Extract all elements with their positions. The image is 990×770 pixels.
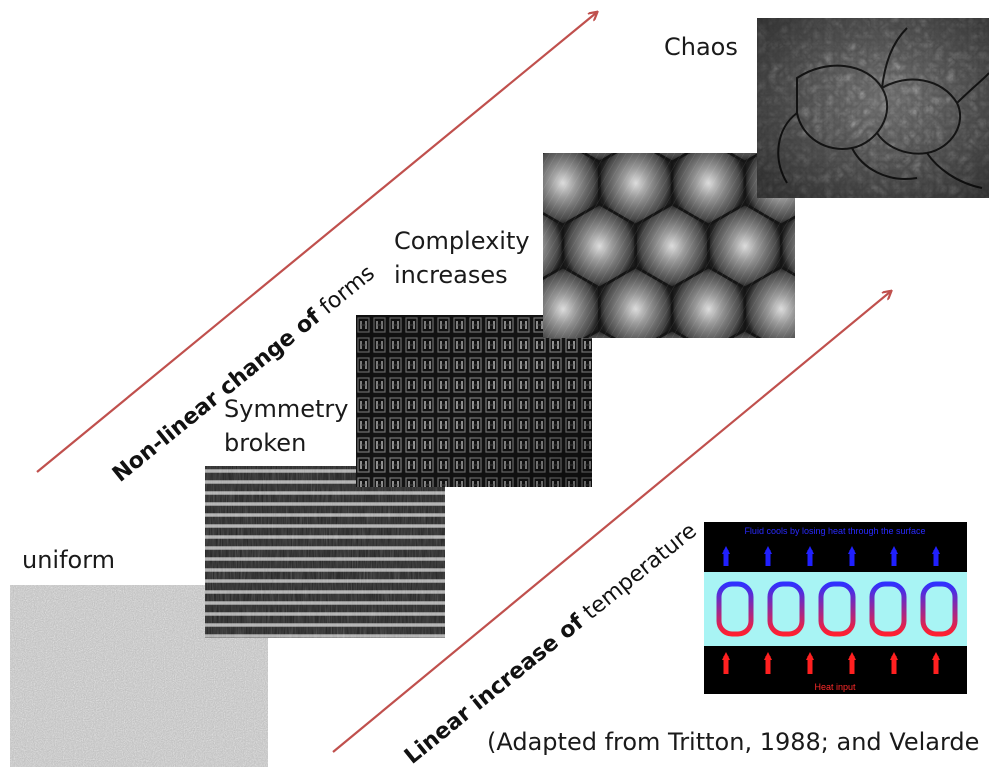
label-chaos: Chaos	[664, 33, 738, 61]
convection-cell-loop	[767, 581, 805, 637]
label-complexity-increases: Complexity increases	[394, 224, 530, 292]
lower-arrow-label-plain: temperature	[578, 518, 702, 625]
label-symmetry-line2: broken	[224, 429, 307, 457]
image-hexagons	[543, 153, 795, 338]
convection-top-caption: Fluid cools by losing heat through the s…	[744, 526, 925, 536]
label-symmetry-broken: Symmetry broken	[224, 392, 348, 460]
label-symmetry-line1: Symmetry	[224, 395, 349, 423]
convection-loops	[716, 581, 958, 637]
label-complexity-line1: Complexity	[394, 227, 530, 255]
convection-diagram: Fluid cools by losing heat through the s…	[704, 522, 967, 694]
convection-cell-loop	[716, 581, 754, 637]
label-uniform: uniform	[22, 546, 116, 574]
cold-up-arrows	[722, 546, 940, 566]
citation: (Adapted from Tritton, 1988; and Velarde	[487, 728, 980, 756]
image-chaos	[757, 18, 989, 198]
image-stripes	[205, 466, 445, 638]
heat-up-arrows	[722, 652, 940, 674]
convection-cell-loop	[818, 581, 856, 637]
convection-cell-loop	[920, 581, 958, 637]
label-complexity-line2: increases	[394, 261, 508, 289]
upper-arrow-label-plain: forms	[315, 260, 380, 320]
convection-cell-loop	[869, 581, 907, 637]
image-grid-cells	[356, 315, 592, 487]
convection-bottom-caption: Heat input	[814, 682, 856, 692]
